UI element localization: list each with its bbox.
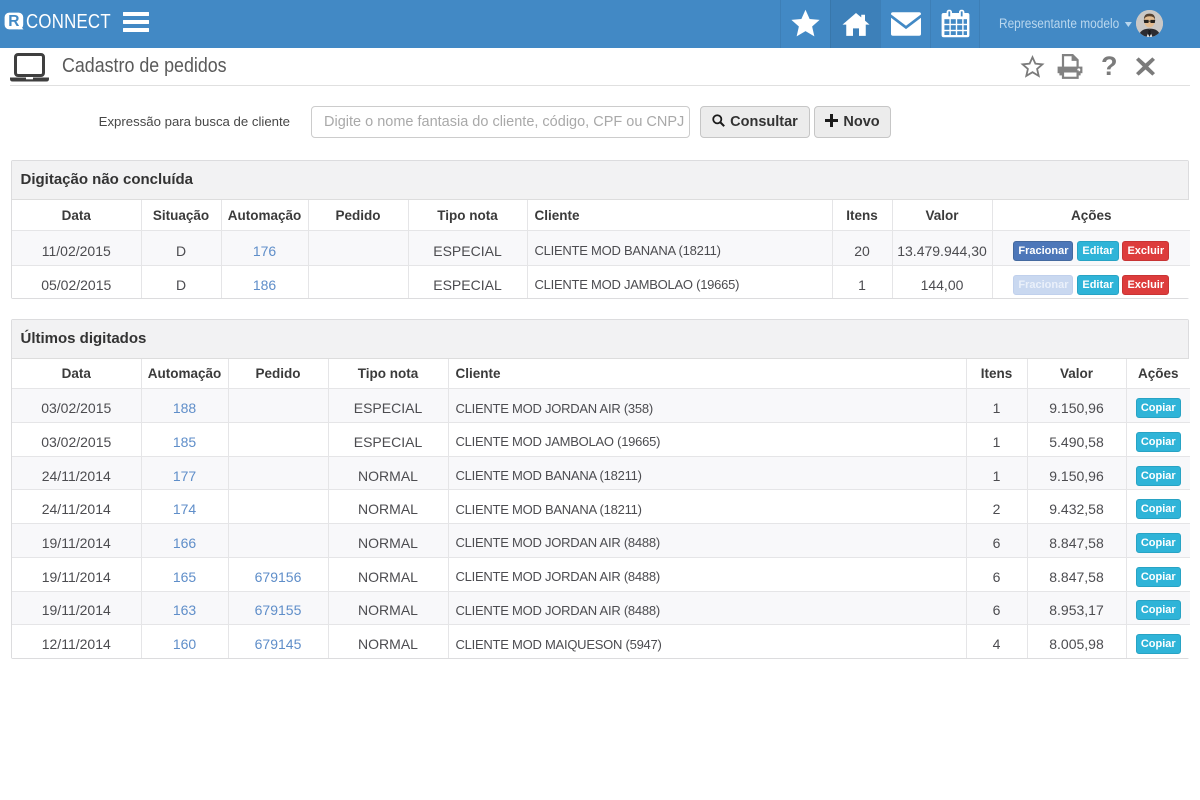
svg-text:R: R [8,13,19,30]
